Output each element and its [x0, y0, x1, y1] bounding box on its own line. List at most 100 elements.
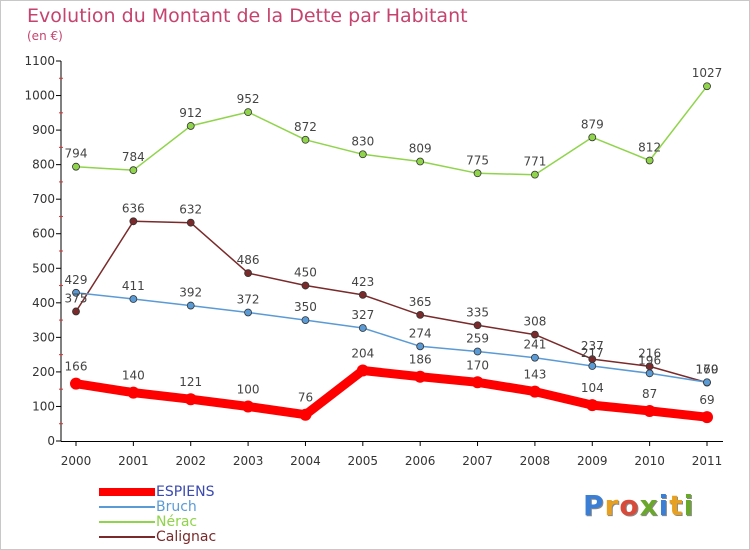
y-tick-label: 100 — [32, 399, 55, 413]
data-point-nérac — [531, 170, 539, 179]
data-point-calignac — [186, 218, 195, 227]
data-point-espiens — [70, 377, 82, 390]
data-point-bruch — [244, 308, 252, 317]
data-label-espiens: 140 — [122, 369, 145, 383]
legend-swatch — [99, 521, 155, 523]
data-point-espiens — [414, 370, 427, 383]
x-tick-label: 2001 — [118, 454, 149, 468]
data-point-espiens — [242, 400, 255, 413]
data-point-bruch — [72, 288, 80, 297]
data-point-nérac — [186, 122, 195, 130]
data-label-nérac: 784 — [122, 150, 145, 164]
data-point-nérac — [72, 162, 80, 171]
data-point-bruch — [416, 342, 425, 351]
x-tick-label: 2007 — [462, 454, 493, 468]
logo-letter: o — [619, 489, 640, 522]
y-tick-label: 700 — [32, 192, 55, 206]
data-point-bruch — [186, 301, 195, 310]
data-label-calignac: 365 — [409, 295, 432, 309]
data-label-calignac: 216 — [638, 346, 661, 360]
data-label-bruch: 392 — [179, 286, 202, 300]
data-label-calignac: 375 — [65, 291, 88, 305]
y-tick-label: 800 — [32, 158, 55, 172]
data-label-espiens: 143 — [523, 368, 546, 382]
legend-swatch — [99, 488, 155, 496]
data-label-nérac: 812 — [638, 140, 661, 154]
logo-letter: P — [583, 489, 605, 522]
data-labels: 794 784 912 952 872 830 809 775 771 879 812 1027 375… — [65, 66, 723, 407]
data-point-nérac — [703, 82, 711, 91]
data-point-bruch — [301, 316, 310, 324]
series-lines — [71, 85, 712, 422]
logo-letter: i — [658, 489, 670, 522]
series-line-nérac — [75, 85, 708, 176]
data-label-bruch: 350 — [294, 300, 317, 314]
data-label-nérac: 952 — [237, 92, 260, 106]
data-label-bruch: 274 — [409, 326, 432, 340]
data-label-espiens: 170 — [466, 358, 489, 372]
data-point-bruch — [531, 353, 539, 362]
y-tick-label: 500 — [32, 261, 55, 275]
data-label-bruch: 170 — [696, 362, 719, 376]
data-point-nérac — [301, 135, 310, 144]
data-label-espiens: 121 — [179, 375, 202, 389]
data-label-espiens: 69 — [699, 393, 714, 407]
x-tick-label: 2006 — [405, 454, 436, 468]
data-point-espiens — [643, 404, 656, 417]
data-label-bruch: 429 — [65, 273, 88, 287]
data-point-nérac — [588, 133, 597, 142]
data-label-calignac: 423 — [351, 275, 374, 289]
axes: 0 100 200 300 400 500 600 700 800 900 1000 1100 2000… — [24, 54, 723, 468]
data-label-nérac: 771 — [523, 155, 546, 169]
data-label-nérac: 794 — [65, 147, 88, 161]
x-tick-label: 2011 — [692, 454, 723, 468]
data-label-nérac: 775 — [466, 153, 489, 167]
data-point-bruch — [588, 362, 597, 370]
chart-subtitle: (en €) — [27, 29, 63, 43]
x-tick-label: 2005 — [348, 454, 379, 468]
y-tick-label: 1100 — [24, 54, 55, 68]
data-label-espiens: 76 — [298, 391, 313, 405]
data-point-bruch — [473, 347, 482, 356]
data-point-nérac — [129, 166, 138, 175]
legend-label: Calignac — [156, 529, 217, 545]
data-label-espiens: 104 — [581, 381, 604, 395]
legend-swatch — [99, 536, 155, 538]
data-point-bruch — [703, 378, 711, 387]
data-label-calignac: 169 — [696, 363, 719, 377]
data-label-calignac: 237 — [581, 339, 604, 353]
x-tick-label: 2000 — [61, 454, 92, 468]
data-label-calignac: 486 — [237, 253, 260, 267]
logo-letter: r — [604, 489, 620, 522]
data-label-calignac: 335 — [466, 305, 489, 319]
series-line-espiens — [71, 366, 712, 422]
data-point-calignac — [244, 269, 252, 278]
data-label-nérac: 830 — [351, 134, 374, 148]
data-label-espiens: 100 — [237, 382, 260, 396]
data-label-nérac: 872 — [294, 120, 317, 134]
data-point-espiens — [299, 408, 312, 421]
x-tick-label: 2004 — [290, 454, 321, 468]
y-tick-label: 400 — [32, 296, 55, 310]
data-point-espiens — [356, 364, 369, 377]
data-point-calignac — [416, 311, 425, 319]
y-tick-label: 900 — [32, 123, 55, 137]
data-label-espiens: 204 — [351, 347, 374, 361]
legend-label: Bruch — [156, 499, 197, 515]
y-tick-label: 600 — [32, 227, 55, 241]
x-tick-label: 2010 — [634, 454, 665, 468]
data-label-bruch: 372 — [237, 292, 260, 306]
y-tick-label: 0 — [47, 434, 55, 448]
data-point-calignac — [531, 330, 539, 339]
data-point-espiens — [528, 385, 541, 398]
data-label-bruch: 241 — [523, 338, 546, 352]
data-label-nérac: 1027 — [692, 66, 723, 80]
series-points — [70, 82, 713, 424]
data-label-calignac: 636 — [122, 201, 145, 215]
data-point-nérac — [645, 156, 654, 165]
data-label-nérac: 912 — [179, 106, 202, 120]
data-label-nérac: 879 — [581, 117, 604, 131]
data-label-espiens: 186 — [409, 353, 432, 367]
series-line-calignac — [75, 220, 708, 384]
